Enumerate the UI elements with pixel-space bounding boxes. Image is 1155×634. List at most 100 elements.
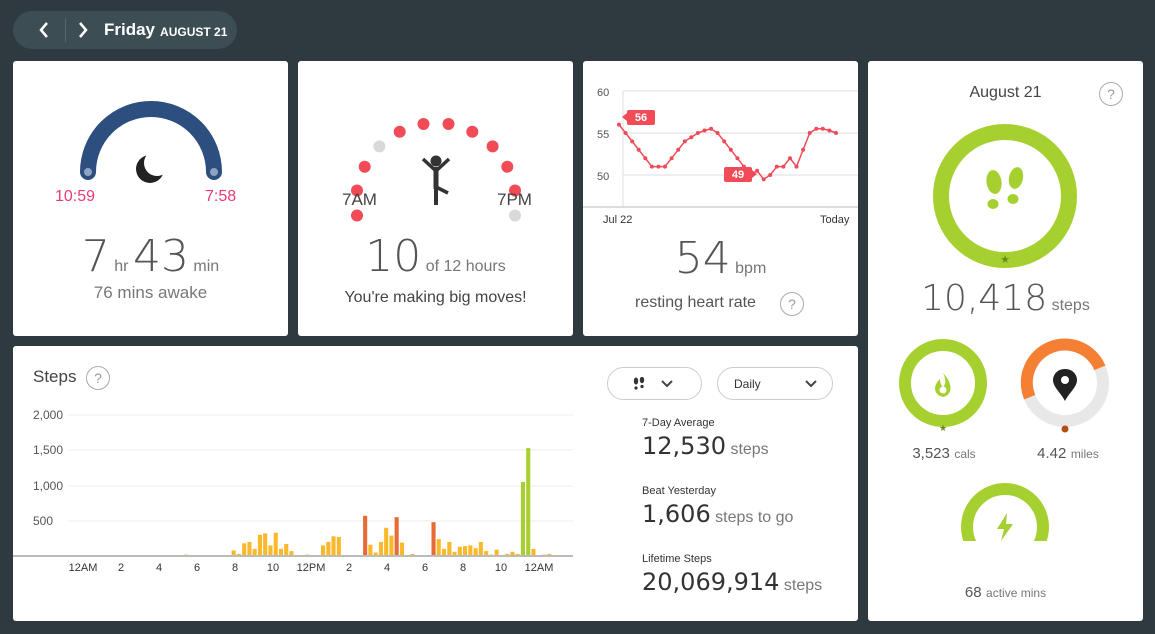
steps-help-icon[interactable]: ? [86, 366, 110, 390]
active-minutes-ring [961, 483, 1049, 541]
heart-rate-chart: 60 55 50 Jul 22 Today 56 49 [583, 87, 858, 226]
active-minutes-value: 68 [964, 584, 982, 601]
steps-bar [368, 544, 373, 556]
steps-bar [231, 550, 236, 556]
activity-type-dropdown[interactable] [607, 367, 702, 400]
heart-rate-point [820, 126, 825, 131]
steps-xtick: 12AM [525, 562, 554, 574]
heart-ytick-60: 60 [597, 87, 609, 99]
sleep-minutes: 43 [132, 231, 189, 282]
steps-bar [478, 541, 483, 556]
heart-high-label: 56 [622, 110, 655, 125]
heart-rate-point [814, 126, 819, 131]
steps-bar [494, 549, 499, 556]
hour-dot [509, 184, 521, 197]
chevron-left-icon [39, 22, 48, 38]
steps-xtick: 10 [267, 562, 279, 574]
heart-rate-point [709, 126, 714, 131]
heart-help-icon[interactable]: ? [780, 292, 804, 316]
chevron-down-icon [804, 379, 817, 387]
period-dropdown[interactable]: Daily [717, 367, 833, 400]
chevron-down-icon [661, 379, 673, 387]
resting-heart-rate: 54 [674, 233, 731, 284]
stat-label: 7-Day Average [642, 417, 715, 429]
heart-rate-point [702, 128, 707, 133]
summary-rings: ★ ★ [899, 124, 1109, 541]
hour-dot [509, 209, 521, 222]
steps-bar [442, 548, 447, 556]
hourly-activity-card[interactable]: 7AM 7PM 10 of 12 hours You're making big… [298, 61, 573, 336]
sleep-hours-unit: hr [114, 258, 129, 275]
heart-rate-point [728, 147, 733, 152]
heart-rate-point [649, 164, 654, 169]
steps-xtick: 2 [346, 562, 352, 574]
sleep-card[interactable]: 10:59 7:58 7 hr 43 min 76 mins awake [13, 61, 288, 336]
heart-rate-point [643, 156, 648, 161]
heart-high-value: 56 [635, 112, 647, 124]
steps-xtick: 8 [232, 562, 238, 574]
flame-icon [935, 373, 951, 397]
period-value: Daily [734, 376, 761, 391]
sleep-duration: 7 hr 43 min [13, 231, 288, 282]
steps-bar [363, 515, 368, 556]
hourly-start-label: 7AM [342, 190, 377, 209]
hourly-dots-arc [351, 118, 521, 222]
steps-bar [394, 517, 399, 556]
heart-rate-unit: bpm [735, 260, 767, 277]
heart-rate-point [663, 164, 667, 169]
steps-unit: steps [1051, 297, 1090, 314]
hour-dot [351, 184, 363, 197]
steps-bar [452, 551, 457, 556]
date-navigator: Friday AUGUST 21 [13, 11, 237, 49]
steps-bar [531, 548, 536, 556]
hour-dot [417, 118, 430, 130]
current-day: Friday [104, 20, 156, 39]
steps-xtick: 6 [194, 562, 200, 574]
heart-rate-card[interactable]: 60 55 50 Jul 22 Today 56 49 54 bpm resti… [583, 61, 858, 336]
steps-bar [289, 551, 294, 556]
daily-summary-card: August 21 ? ★ ★ [868, 61, 1143, 621]
stat-value: 20,069,914 [642, 568, 780, 596]
stat-7day-average: 7-Day Average 12,530 steps [642, 417, 769, 460]
heart-ytick-55: 55 [597, 129, 609, 141]
steps-bar [515, 553, 520, 556]
svg-text:★: ★ [1000, 254, 1010, 266]
steps-bars [184, 448, 552, 556]
heart-rate-point [722, 139, 727, 144]
steps-bar [431, 522, 436, 556]
stat-value: 12,530 [642, 432, 726, 460]
steps-xtick: 10 [495, 562, 507, 574]
steps-bar [473, 548, 478, 556]
heart-rate-point [768, 173, 773, 177]
hourly-of-label: of 12 hours [425, 258, 506, 275]
hourly-count: 10 [365, 231, 422, 282]
stat-label: Beat Yesterday [642, 485, 717, 497]
heart-rate-point [715, 131, 720, 135]
heart-rate-point [794, 164, 799, 169]
steps-bar [447, 541, 452, 556]
summary-help-icon[interactable]: ? [1099, 82, 1123, 106]
calories-unit: cals [954, 447, 976, 461]
steps-bar [389, 535, 394, 556]
sleep-hours: 7 [81, 231, 110, 282]
calories-ring: ★ [899, 339, 987, 433]
steps-bar [242, 543, 247, 556]
steps-bar [268, 545, 273, 556]
heart-ytick-50: 50 [597, 171, 609, 183]
stat-beat-yesterday: Beat Yesterday 1,606 steps to go [642, 485, 793, 528]
heart-rate-point [636, 147, 641, 152]
previous-day-button[interactable] [33, 19, 55, 41]
steps-bar [278, 548, 283, 556]
distance-ring [1020, 338, 1109, 433]
heart-rate-value: 54 bpm [583, 233, 858, 284]
steps-ring: ★ [933, 124, 1077, 268]
steps-bar [547, 553, 552, 556]
steps-xtick: 2 [118, 562, 124, 574]
next-day-button[interactable] [72, 19, 94, 41]
heart-rate-point [617, 122, 621, 127]
hour-dot [351, 209, 363, 222]
heart-rate-point [669, 156, 674, 161]
stat-label: Lifetime Steps [642, 553, 712, 565]
heart-rate-point [656, 164, 661, 169]
steps-xtick: 8 [460, 562, 466, 574]
